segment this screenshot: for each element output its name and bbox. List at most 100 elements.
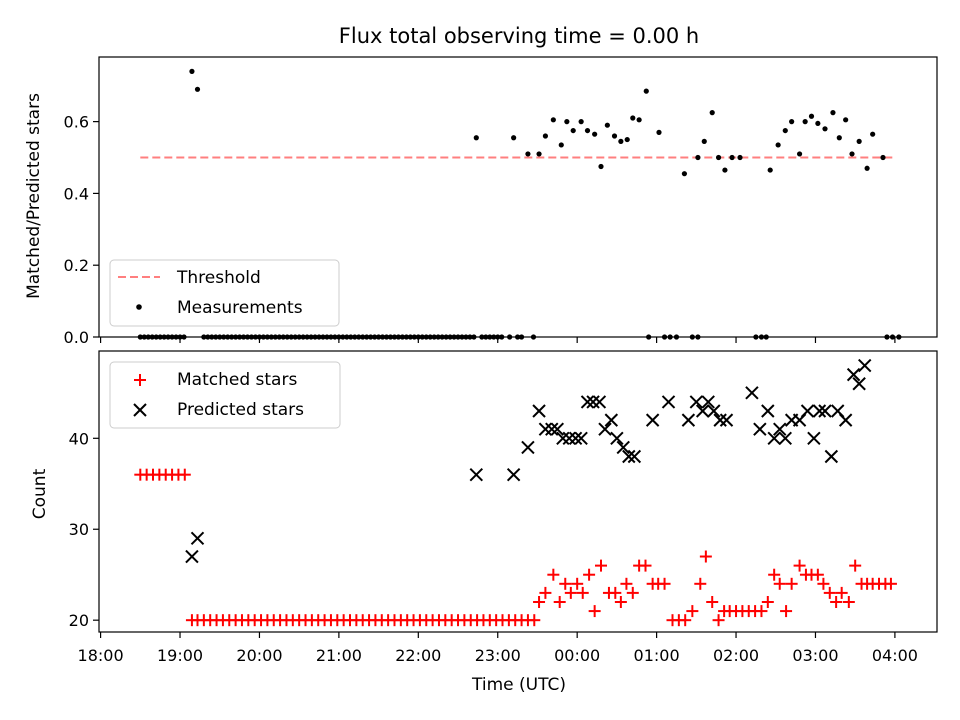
measurement-point xyxy=(415,334,421,340)
measurement-point xyxy=(542,133,549,139)
matched-stars-point xyxy=(576,586,589,599)
measurement-point xyxy=(304,334,310,340)
matched-stars-point xyxy=(785,577,798,590)
measurement-point xyxy=(296,334,302,340)
measurement-point xyxy=(558,142,564,148)
measurement-point xyxy=(161,334,167,340)
measurement-point xyxy=(646,334,652,340)
x-tick-label: 19:00 xyxy=(157,646,203,665)
bottom-y-tick-label: 40 xyxy=(69,429,89,448)
measurement-point xyxy=(288,334,294,340)
predicted-stars-point xyxy=(538,422,553,436)
measurement-point xyxy=(217,334,223,340)
measurement-point xyxy=(463,334,469,340)
measurement-point xyxy=(419,334,425,340)
measurement-point xyxy=(767,167,773,173)
measurement-point xyxy=(880,154,886,161)
predicted-stars-point xyxy=(707,404,721,418)
matched-stars-point xyxy=(620,577,633,590)
predicted-stars-point xyxy=(598,422,612,436)
measurement-point xyxy=(729,154,735,161)
measurement-point xyxy=(624,136,630,143)
measurement-point xyxy=(550,117,556,123)
predicted-stars-point xyxy=(689,395,704,409)
matched-stars-point xyxy=(564,586,577,599)
matched-stars-point xyxy=(761,595,774,608)
predicted-stars-point xyxy=(506,467,521,482)
predicted-stars-point xyxy=(550,422,565,436)
measurement-point xyxy=(681,171,688,177)
x-tick-label: 18:00 xyxy=(78,646,124,665)
legend-measurements-swatch xyxy=(136,304,142,310)
measurement-point xyxy=(499,334,505,340)
measurement-point xyxy=(483,334,489,340)
measurement-point xyxy=(427,334,433,340)
measurement-point xyxy=(300,334,306,340)
measurement-point xyxy=(471,334,477,340)
measurement-point xyxy=(656,129,662,135)
predicted-stars-point xyxy=(818,404,832,418)
measurement-point xyxy=(673,334,680,340)
measurement-point xyxy=(332,334,338,340)
top-panel: 0.0 0.2 0.4 0.6 Matched/Predicted stars xyxy=(24,56,938,347)
measurement-point xyxy=(284,334,290,340)
measurement-point xyxy=(495,334,501,340)
measurement-point xyxy=(709,110,715,116)
predicted-stars-point xyxy=(858,358,872,373)
measurement-point xyxy=(169,334,175,340)
measurement-point xyxy=(157,334,163,340)
matched-stars-point xyxy=(849,559,862,572)
top-y-tick-label: 0.4 xyxy=(64,184,89,203)
legend-matched-swatch xyxy=(134,374,146,386)
measurement-point xyxy=(201,334,207,340)
predicted-stars-point xyxy=(745,386,759,400)
predicted-stars-point xyxy=(761,404,775,418)
x-tick-label: 04:00 xyxy=(872,646,918,665)
measurement-point xyxy=(236,334,243,340)
x-tick-label: 00:00 xyxy=(554,646,600,665)
measurement-point xyxy=(233,334,239,340)
bottom-legend: Matched stars Predicted stars xyxy=(109,361,341,429)
measurement-point xyxy=(451,334,457,340)
measurement-point xyxy=(636,117,642,123)
legend-measurements-label: Measurements xyxy=(177,298,303,318)
predicted-stars-point xyxy=(469,467,484,482)
measurement-point xyxy=(695,334,701,340)
measurement-point xyxy=(815,120,821,127)
predicted-stars-point xyxy=(807,431,821,446)
top-y-tick-label: 0.2 xyxy=(64,256,89,275)
predicted-stars-point xyxy=(610,431,624,446)
measurement-point xyxy=(618,138,624,144)
measurement-point xyxy=(604,122,610,128)
measurement-point xyxy=(264,334,270,340)
x-tick-label: 23:00 xyxy=(475,646,521,665)
matched-stars-point xyxy=(780,605,793,618)
measurement-point xyxy=(308,334,314,340)
matched-stars-point xyxy=(547,568,560,581)
predicted-stars-point xyxy=(521,440,535,455)
matched-stars-point xyxy=(528,614,541,627)
matched-stars-point xyxy=(588,605,601,618)
matched-stars-point xyxy=(609,586,622,599)
predicted-stars-point xyxy=(661,395,676,409)
measurement-point xyxy=(248,334,255,340)
matched-stars-point xyxy=(712,614,725,627)
predicted-stars-point xyxy=(695,404,710,418)
measurement-point xyxy=(173,334,179,340)
measurement-point xyxy=(137,334,143,340)
matched-stars-point xyxy=(679,614,692,627)
measurement-point xyxy=(340,334,346,340)
matched-stars-point xyxy=(773,577,786,590)
measurement-point xyxy=(145,334,151,340)
measurement-point xyxy=(443,334,449,340)
predicted-stars-point xyxy=(681,413,696,427)
chart-title: Flux total observing time = 0.00 h xyxy=(339,24,699,48)
measurement-point xyxy=(352,334,358,340)
measurement-point xyxy=(884,334,890,340)
predicted-stars-point xyxy=(592,395,607,409)
measurement-point xyxy=(209,334,215,340)
measurement-point xyxy=(753,334,759,340)
measurement-point xyxy=(856,138,862,144)
measurement-point xyxy=(889,334,896,340)
measurement-point xyxy=(336,334,342,340)
